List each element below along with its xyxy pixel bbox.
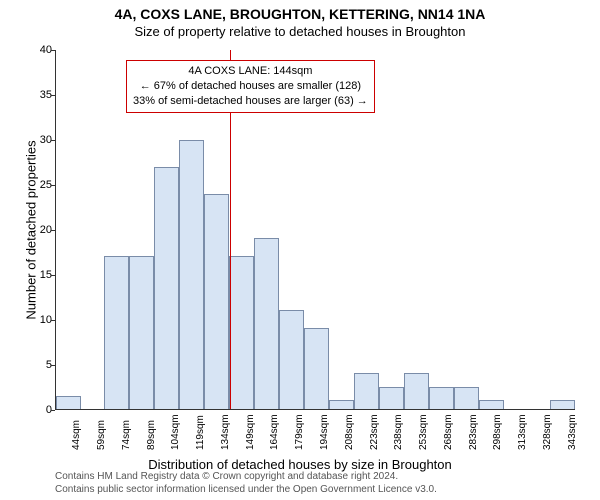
info-box-line-1: 4A COXS LANE: 144sqm [133, 64, 368, 79]
x-tick-label: 298sqm [492, 414, 503, 450]
y-tick-label: 40 [36, 44, 52, 56]
histogram-bar [204, 194, 229, 409]
histogram-bar [129, 256, 154, 409]
histogram-bar [104, 256, 129, 409]
info-box-line-2: ← 67% of detached houses are smaller (12… [133, 79, 368, 94]
histogram-bar [229, 256, 254, 409]
chart-title-main: 4A, COXS LANE, BROUGHTON, KETTERING, NN1… [0, 6, 600, 22]
histogram-bar [354, 373, 379, 409]
plot-area: 4A COXS LANE: 144sqm ← 67% of detached h… [55, 50, 575, 410]
x-tick-label: 253sqm [418, 414, 429, 450]
y-tick-label: 5 [36, 359, 52, 371]
x-tick-label: 194sqm [319, 414, 330, 450]
x-tick-label: 328sqm [542, 414, 553, 450]
y-tick-mark [51, 320, 55, 321]
x-tick-label: 343sqm [567, 414, 578, 450]
y-tick-label: 35 [36, 89, 52, 101]
histogram-bar [179, 140, 204, 409]
x-tick-label: 208sqm [344, 414, 355, 450]
histogram-bar [154, 167, 179, 409]
histogram-bar [479, 400, 504, 409]
y-tick-label: 0 [36, 404, 52, 416]
y-tick-label: 30 [36, 134, 52, 146]
histogram-bar [550, 400, 575, 409]
attribution-line-1: Contains HM Land Registry data © Crown c… [55, 471, 437, 484]
x-tick-label: 238sqm [393, 414, 404, 450]
y-tick-mark [51, 410, 55, 411]
y-tick-mark [51, 275, 55, 276]
histogram-bar [56, 396, 81, 409]
x-tick-label: 119sqm [195, 415, 206, 450]
y-tick-mark [51, 140, 55, 141]
x-tick-label: 104sqm [170, 414, 181, 450]
y-tick-mark [51, 365, 55, 366]
histogram-bar [279, 310, 304, 409]
chart-title-sub: Size of property relative to detached ho… [0, 24, 600, 39]
histogram-bar [454, 387, 479, 409]
x-tick-label: 59sqm [96, 420, 107, 450]
x-tick-label: 268sqm [443, 414, 454, 450]
x-tick-label: 179sqm [294, 414, 305, 450]
attribution-line-2: Contains public sector information licen… [55, 484, 437, 497]
x-tick-label: 44sqm [71, 420, 82, 450]
chart-container: 4A, COXS LANE, BROUGHTON, KETTERING, NN1… [0, 0, 600, 500]
x-tick-label: 74sqm [121, 420, 132, 450]
x-tick-label: 223sqm [369, 414, 380, 450]
info-box-line-3: 33% of semi-detached houses are larger (… [133, 94, 368, 109]
y-tick-label: 10 [36, 314, 52, 326]
x-tick-label: 313sqm [517, 414, 528, 450]
x-tick-label: 283sqm [468, 414, 479, 450]
x-axis-label: Distribution of detached houses by size … [0, 457, 600, 472]
y-tick-label: 15 [36, 269, 52, 281]
info-box: 4A COXS LANE: 144sqm ← 67% of detached h… [126, 60, 375, 113]
y-tick-mark [51, 95, 55, 96]
histogram-bar [404, 373, 429, 409]
y-tick-mark [51, 185, 55, 186]
histogram-bar [379, 387, 404, 409]
y-tick-label: 25 [36, 179, 52, 191]
y-tick-mark [51, 230, 55, 231]
x-tick-label: 89sqm [146, 420, 157, 450]
x-tick-label: 149sqm [245, 414, 256, 450]
y-tick-mark [51, 50, 55, 51]
histogram-bar [254, 238, 279, 409]
y-tick-label: 20 [36, 224, 52, 236]
x-tick-label: 134sqm [220, 414, 231, 450]
attribution: Contains HM Land Registry data © Crown c… [55, 471, 437, 496]
histogram-bar [329, 400, 354, 409]
x-tick-label: 164sqm [269, 414, 280, 450]
histogram-bar [429, 387, 454, 409]
histogram-bar [304, 328, 329, 409]
